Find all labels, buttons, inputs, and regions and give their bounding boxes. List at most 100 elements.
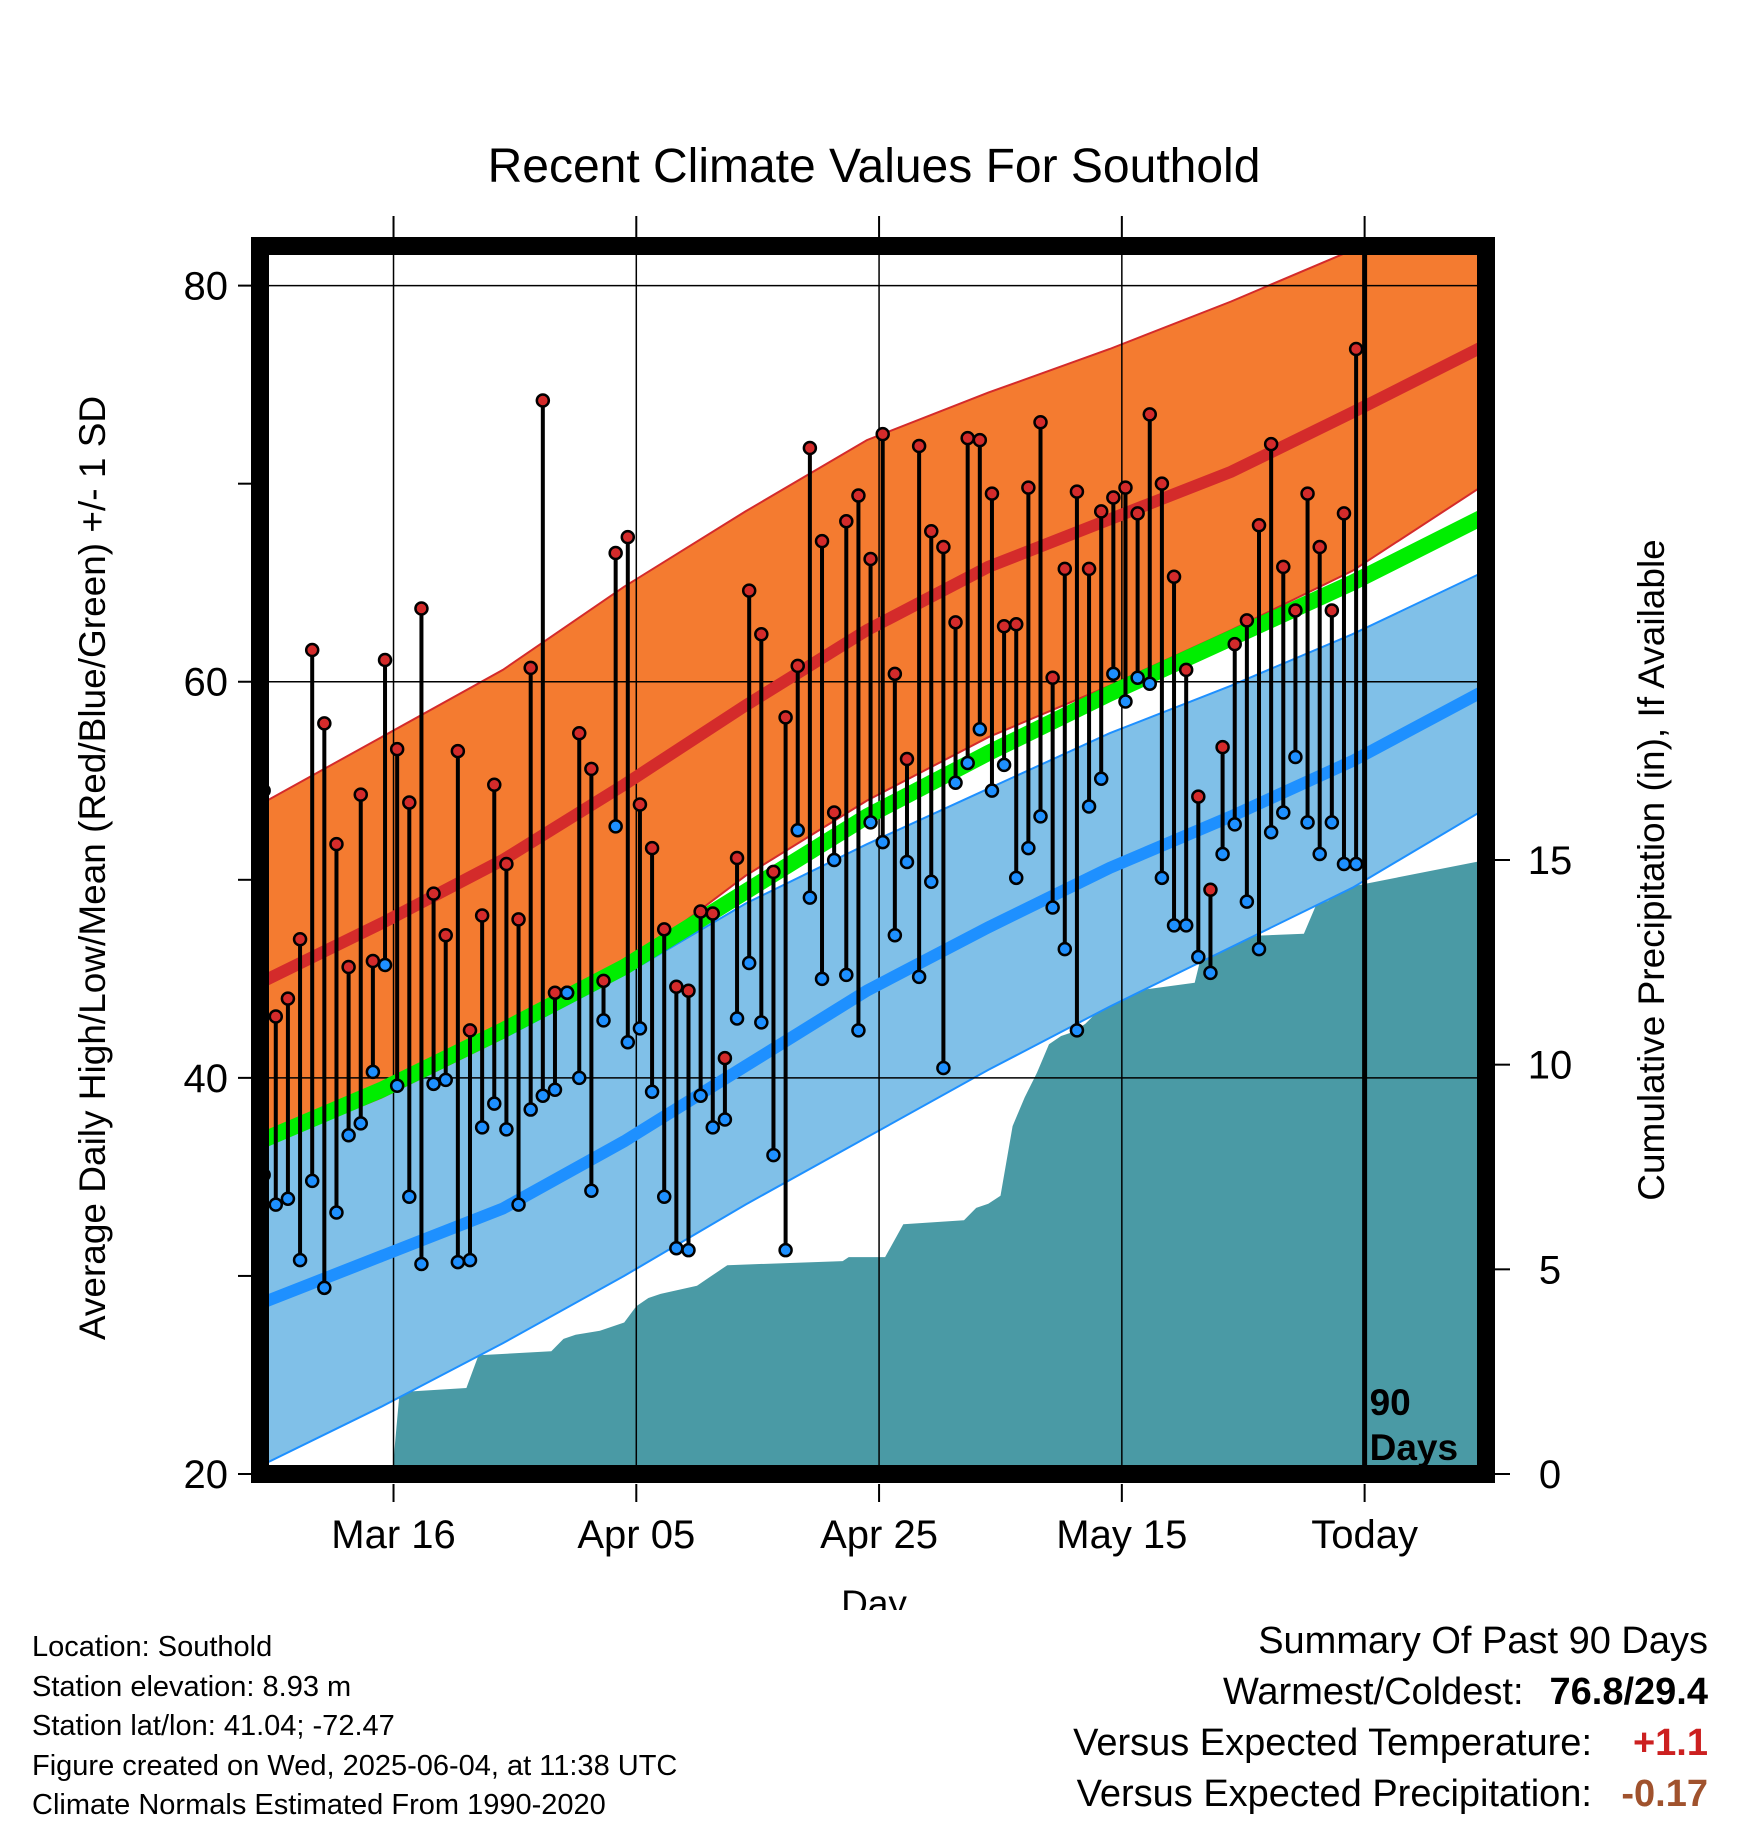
daily-high-point: [292, 931, 308, 947]
daily-low-point: [402, 1189, 417, 1204]
daily-high-point: [632, 797, 648, 812]
daily-low-point: [1276, 805, 1291, 820]
daily-low-point: [571, 1070, 587, 1086]
daily-low-point: [656, 1189, 672, 1204]
daily-low-point: [1312, 846, 1327, 862]
daily-low-point: [1081, 799, 1097, 814]
daily-low-point: [1336, 856, 1352, 872]
daily-high-point: [693, 904, 708, 919]
summary-title: Summary Of Past 90 Days: [1258, 1620, 1708, 1662]
daily-high-point: [499, 856, 514, 872]
daily-high-point: [996, 619, 1012, 634]
daily-high-point: [644, 840, 660, 856]
daily-high-point: [936, 539, 951, 555]
temp-value: +1.1: [1632, 1722, 1708, 1764]
daily-low-point: [1300, 815, 1315, 830]
daily-high-point: [1203, 882, 1218, 897]
daily-low-point: [280, 1191, 296, 1206]
daily-high-point: [304, 642, 320, 658]
daily-low-point: [426, 1076, 441, 1092]
daily-high-point: [1069, 484, 1085, 499]
daily-low-point: [996, 757, 1012, 773]
daily-low-point: [1178, 918, 1194, 933]
elevation-text: Station elevation: 8.93 m: [32, 1670, 352, 1703]
daily-low-point: [450, 1254, 466, 1270]
daily-high-point: [511, 912, 526, 927]
daily-high-point: [1033, 415, 1048, 430]
chart-title: Recent Climate Values For Southold: [488, 140, 1261, 193]
daily-low-point: [717, 1112, 733, 1127]
daily-low-point: [911, 969, 927, 985]
daily-high-point: [1288, 603, 1303, 618]
daily-high-point: [766, 864, 781, 880]
daily-high-point: [523, 660, 538, 676]
daily-low-point: [766, 1147, 781, 1163]
daily-high-point: [1166, 569, 1182, 585]
daily-low-point: [1069, 1023, 1085, 1038]
daily-low-point: [936, 1060, 951, 1076]
daily-low-point: [693, 1088, 708, 1103]
daily-low-point: [304, 1173, 320, 1189]
daily-high-point: [717, 1050, 733, 1066]
x-tick-label: Today: [1311, 1513, 1418, 1557]
daily-low-point: [462, 1252, 478, 1268]
daily-low-point: [1348, 856, 1364, 872]
daily-high-point: [705, 906, 721, 921]
daily-high-point: [620, 529, 636, 545]
today-label-line2: Days: [1370, 1427, 1458, 1468]
daily-low-point: [1057, 941, 1073, 957]
y-tick-label-left: 20: [184, 1453, 229, 1497]
daily-low-point: [1008, 870, 1024, 886]
daily-low-point: [681, 1242, 696, 1258]
y-tick-label-right: 5: [1539, 1248, 1561, 1292]
daily-low-point: [1033, 809, 1048, 824]
y-tick-label-left: 80: [184, 265, 229, 309]
x-axis-title: Day: [841, 1583, 907, 1610]
daily-low-point: [596, 1013, 611, 1028]
daily-low-point: [1227, 817, 1242, 832]
daily-low-point: [1118, 694, 1133, 709]
daily-high-point: [389, 741, 405, 757]
daily-high-point: [474, 908, 490, 923]
daily-low-point: [851, 1023, 866, 1038]
daily-high-point: [875, 426, 890, 442]
daily-high-point: [1263, 436, 1279, 452]
station-info: Location: Southold Station elevation: 8.…: [32, 1628, 677, 1826]
daily-high-point: [899, 751, 915, 767]
daily-high-point: [669, 979, 684, 995]
created-text: Figure created on Wed, 2025-06-04, at 11…: [32, 1749, 678, 1782]
y-axis-title-left: Average Daily High/Low/Mean (Red/Blue/Gr…: [72, 396, 113, 1340]
daily-high-point: [1154, 476, 1170, 491]
daily-high-point: [802, 440, 818, 456]
daily-high-point: [1057, 561, 1073, 577]
daily-low-point: [1324, 815, 1340, 830]
daily-high-point: [1251, 518, 1267, 533]
daily-low-point: [584, 1183, 599, 1199]
daily-high-point: [790, 658, 805, 674]
daily-low-point: [802, 890, 818, 905]
daily-low-point: [1106, 666, 1121, 682]
daily-high-point: [1045, 670, 1060, 686]
daily-high-point: [972, 432, 988, 448]
daily-high-point: [571, 725, 587, 741]
daily-high-point: [317, 716, 332, 731]
y-tick-label-right: 10: [1528, 1044, 1573, 1088]
daily-low-point: [1130, 670, 1145, 686]
location-text: Location: Southold: [32, 1631, 273, 1663]
daily-low-point: [317, 1280, 332, 1296]
daily-low-point: [705, 1120, 721, 1135]
daily-high-point: [1118, 480, 1133, 495]
daily-low-point: [341, 1128, 356, 1143]
daily-low-point: [547, 1082, 563, 1098]
daily-high-point: [1336, 506, 1352, 521]
daily-low-point: [899, 854, 915, 870]
x-tick-label: May 15: [1056, 1513, 1187, 1557]
daily-low-point: [1251, 941, 1267, 957]
daily-low-point: [669, 1240, 684, 1256]
daily-low-point: [511, 1197, 526, 1212]
today-label-line1: 90: [1370, 1382, 1411, 1423]
daily-low-point: [535, 1088, 551, 1103]
daily-high-point: [1239, 613, 1255, 628]
daily-low-point: [1203, 965, 1218, 981]
daily-low-point: [875, 834, 890, 850]
